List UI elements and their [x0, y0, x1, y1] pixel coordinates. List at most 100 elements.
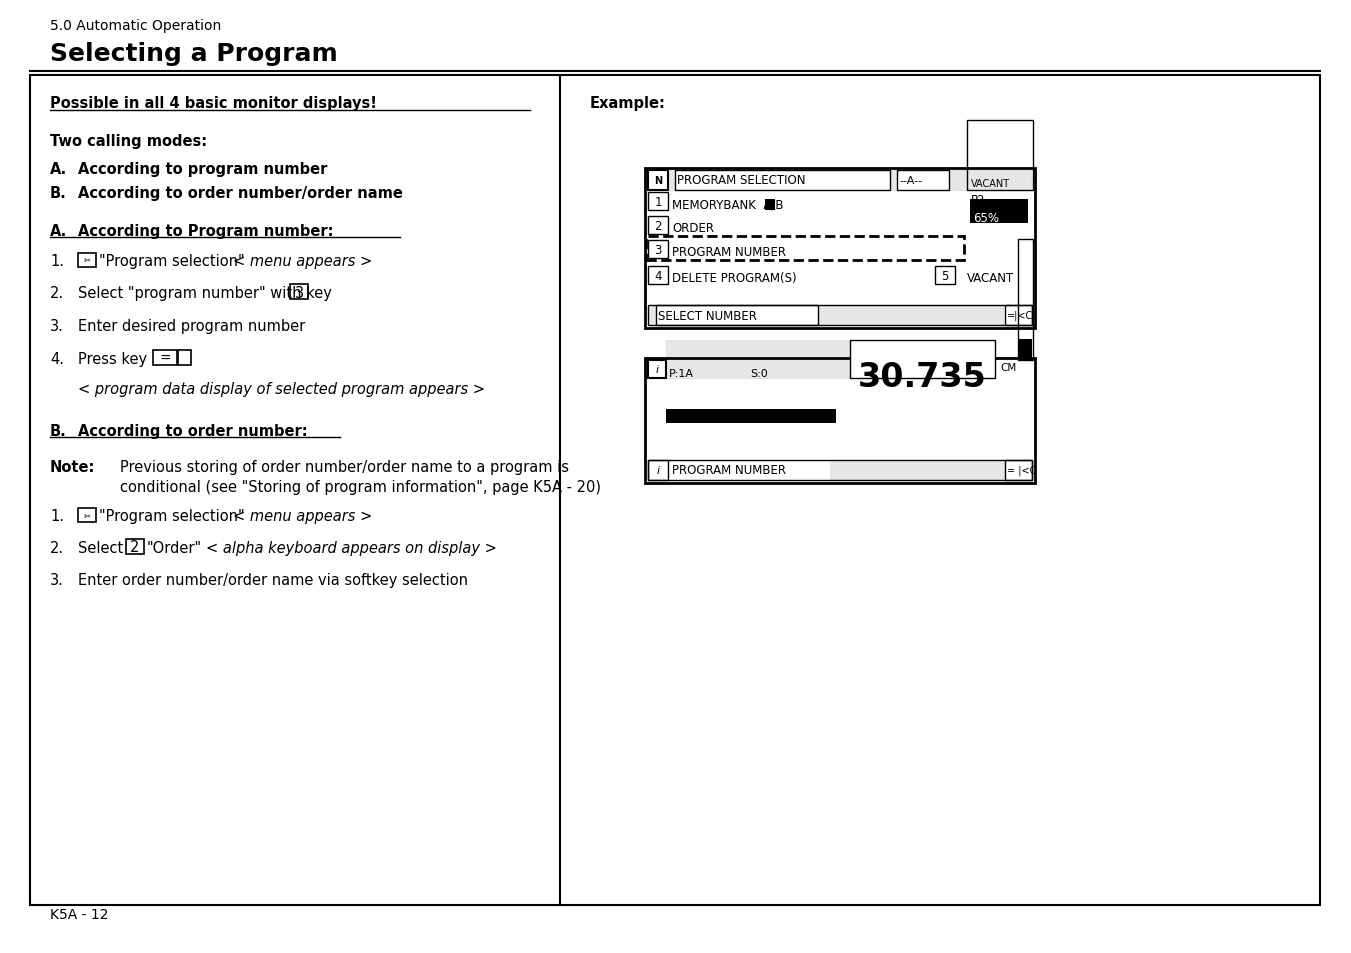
Bar [648, 267, 667, 285]
Text: Press key: Press key [78, 352, 147, 367]
Bar [890, 171, 897, 191]
Text: PROGRAM NUMBER: PROGRAM NUMBER [671, 246, 786, 258]
Bar [126, 539, 145, 555]
Bar [648, 306, 657, 326]
Text: B.: B. [50, 186, 66, 201]
Text: Enter order number/order name via softkey selection: Enter order number/order name via softke… [78, 573, 467, 587]
Bar [666, 340, 851, 378]
Text: Enter desired program number: Enter desired program number [78, 318, 305, 334]
Text: "Program selection": "Program selection" [99, 253, 245, 269]
Text: P2: P2 [971, 193, 985, 207]
Text: A.: A. [50, 224, 68, 239]
Text: ORDER: ORDER [671, 222, 713, 234]
Text: =: = [159, 352, 170, 366]
Text: PROGRAM SELECTION: PROGRAM SELECTION [677, 174, 805, 188]
Text: < menu appears >: < menu appears > [232, 509, 373, 523]
Text: 1: 1 [654, 196, 662, 210]
Text: =|<C: =|<C [1006, 311, 1034, 321]
Text: Previous storing of order number/order name to a program is: Previous storing of order number/order n… [120, 459, 569, 475]
Bar [78, 509, 96, 522]
Bar [644, 169, 1035, 329]
Bar [666, 410, 836, 423]
Bar [153, 351, 177, 366]
Text: MEMORYBANK  A/B: MEMORYBANK A/B [671, 198, 784, 211]
Bar [646, 236, 965, 261]
Text: Select: Select [78, 540, 123, 556]
Text: 4: 4 [654, 271, 662, 283]
Text: A.: A. [50, 162, 68, 177]
Text: < program data display of selected program appears >: < program data display of selected progr… [78, 381, 485, 396]
Bar [1019, 339, 1032, 361]
Bar [935, 267, 955, 285]
Bar [648, 460, 667, 480]
Bar [290, 285, 308, 299]
Bar [78, 253, 96, 268]
Text: 4.: 4. [50, 352, 63, 367]
Text: 2: 2 [130, 540, 139, 555]
Text: Two calling modes:: Two calling modes: [50, 133, 207, 149]
Text: 1.: 1. [50, 509, 63, 523]
Bar [667, 171, 676, 191]
Text: 3.: 3. [50, 318, 63, 334]
Text: 5.0 Automatic Operation: 5.0 Automatic Operation [50, 19, 222, 33]
Text: 3: 3 [295, 285, 304, 300]
Bar [648, 460, 1032, 480]
Text: 2.: 2. [50, 286, 63, 301]
Bar [644, 358, 1035, 483]
Text: = |<C: = |<C [1006, 465, 1036, 476]
Text: 65%: 65% [973, 212, 998, 225]
Bar [648, 193, 667, 211]
Text: < menu appears >: < menu appears > [232, 253, 373, 269]
Bar [648, 171, 667, 191]
Text: Example:: Example: [590, 96, 666, 111]
Text: A: A [765, 200, 771, 210]
Text: Note:: Note: [50, 459, 96, 475]
Bar [850, 340, 994, 378]
Text: 2: 2 [654, 220, 662, 233]
Bar [897, 171, 948, 191]
Text: 5: 5 [942, 271, 948, 283]
Text: K5A - 12: K5A - 12 [50, 907, 108, 921]
Text: B.: B. [50, 423, 66, 438]
Text: Possible in all 4 basic monitor displays!: Possible in all 4 basic monitor displays… [50, 96, 377, 111]
Text: PROGRAM NUMBER: PROGRAM NUMBER [671, 464, 786, 477]
Text: DELETE PROGRAM(S): DELETE PROGRAM(S) [671, 272, 797, 285]
Text: 3: 3 [654, 244, 662, 257]
Text: SELECT NUMBER: SELECT NUMBER [658, 309, 757, 322]
Text: < alpha keyboard appears on display >: < alpha keyboard appears on display > [205, 540, 497, 556]
Bar [648, 360, 666, 378]
Text: VACANT: VACANT [971, 179, 1011, 189]
Bar [648, 241, 667, 258]
Bar [1019, 240, 1034, 360]
Bar [1005, 306, 1032, 326]
Text: S:0: S:0 [750, 369, 767, 378]
Text: --A--: --A-- [898, 175, 923, 186]
Text: ✂: ✂ [84, 511, 91, 520]
Text: ✂: ✂ [84, 256, 91, 265]
Bar [178, 351, 190, 366]
Text: 2.: 2. [50, 540, 63, 556]
Bar [948, 171, 1031, 191]
Text: 30.735: 30.735 [858, 360, 986, 394]
Bar [817, 306, 1002, 326]
Bar [657, 306, 817, 326]
Text: 1.: 1. [50, 253, 63, 269]
Text: Select "program number" with key: Select "program number" with key [78, 286, 332, 301]
Text: i: i [657, 465, 659, 476]
Bar [765, 200, 775, 211]
Text: P:1A: P:1A [669, 369, 694, 378]
Bar [1005, 460, 1032, 480]
Text: According to order number:: According to order number: [78, 423, 308, 438]
Bar [967, 121, 1034, 191]
Text: According to program number: According to program number [78, 162, 327, 177]
Text: 3.: 3. [50, 573, 63, 587]
Text: VACANT: VACANT [967, 272, 1015, 285]
Text: CM: CM [1000, 363, 1016, 373]
Text: i: i [655, 365, 658, 375]
Text: According to Program number:: According to Program number: [78, 224, 334, 239]
Text: conditional (see "Storing of program information", page K5A - 20): conditional (see "Storing of program inf… [120, 479, 601, 495]
Bar [830, 460, 1005, 480]
Bar [648, 306, 1032, 326]
Text: According to order number/order name: According to order number/order name [78, 186, 403, 201]
Text: N: N [654, 175, 662, 186]
